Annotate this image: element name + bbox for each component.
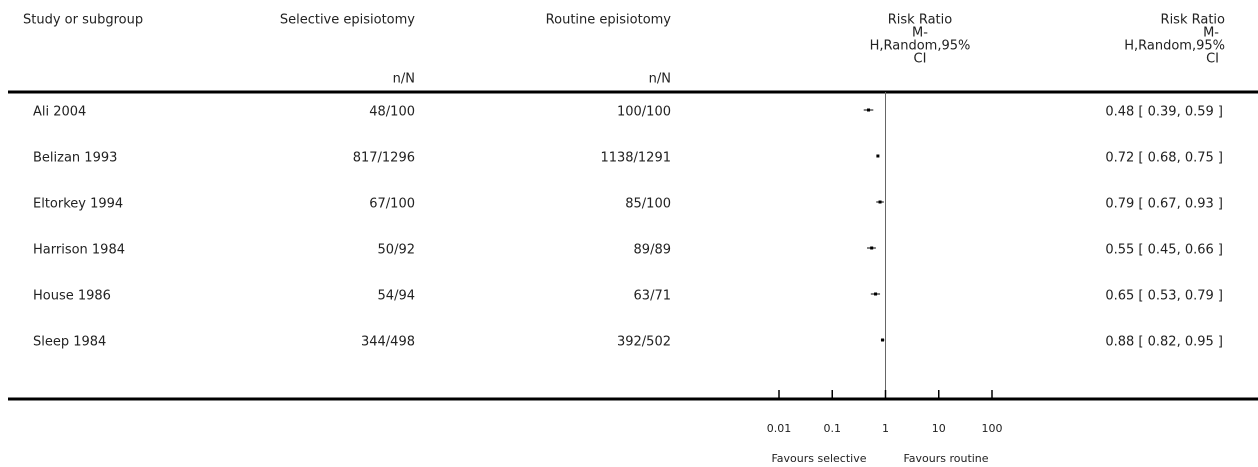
- routine-count: 63/71: [634, 289, 671, 304]
- header: CI: [914, 52, 927, 67]
- header: Study or subgroup: [23, 13, 143, 28]
- header: Routine episiotomy: [546, 13, 672, 28]
- header: M-: [1203, 26, 1219, 41]
- tick-label: 0.01: [767, 422, 792, 435]
- study-name: House 1986: [33, 289, 111, 304]
- point-estimate: [876, 154, 880, 158]
- selective-count: 54/94: [378, 289, 415, 304]
- routine-count: 85/100: [625, 197, 671, 212]
- header: CI: [1206, 52, 1219, 67]
- header: n/N: [393, 72, 415, 87]
- study-name: Harrison 1984: [33, 243, 125, 258]
- favours-right: Favours routine: [903, 452, 988, 465]
- header: Selective episiotomy: [280, 13, 415, 28]
- point-estimate: [867, 108, 871, 112]
- rr-label: 0.72 [ 0.68, 0.75 ]: [1105, 151, 1223, 166]
- point-estimate: [874, 292, 878, 296]
- selective-count: 817/1296: [353, 151, 415, 166]
- header: Risk Ratio: [888, 13, 953, 28]
- rr-label: 0.48 [ 0.39, 0.59 ]: [1105, 105, 1223, 120]
- routine-count: 89/89: [634, 243, 671, 258]
- header: Risk Ratio: [1161, 13, 1226, 28]
- favours-left: Favours selective: [771, 452, 866, 465]
- point-estimate: [870, 246, 874, 250]
- selective-count: 67/100: [369, 197, 415, 212]
- routine-count: 1138/1291: [600, 151, 671, 166]
- point-estimate: [878, 200, 882, 204]
- tick-label: 1: [882, 422, 889, 435]
- routine-count: 100/100: [617, 105, 671, 120]
- rr-label: 0.88 [ 0.82, 0.95 ]: [1105, 335, 1223, 350]
- rr-label: 0.79 [ 0.67, 0.93 ]: [1105, 197, 1223, 212]
- selective-count: 344/498: [361, 335, 415, 350]
- study-name: Ali 2004: [33, 105, 86, 120]
- study-name: Sleep 1984: [33, 335, 106, 350]
- selective-count: 48/100: [369, 105, 415, 120]
- header: n/N: [649, 72, 671, 87]
- tick-label: 10: [932, 422, 946, 435]
- point-estimate: [881, 338, 885, 342]
- tick-label: 0.1: [824, 422, 842, 435]
- header: M-: [912, 26, 928, 41]
- routine-count: 392/502: [617, 335, 671, 350]
- tick-label: 100: [982, 422, 1003, 435]
- header: H,Random,95%: [1124, 39, 1225, 54]
- rr-label: 0.65 [ 0.53, 0.79 ]: [1105, 289, 1223, 304]
- study-name: Eltorkey 1994: [33, 197, 123, 212]
- header: H,Random,95%: [870, 39, 971, 54]
- rr-label: 0.55 [ 0.45, 0.66 ]: [1105, 243, 1223, 258]
- study-name: Belizan 1993: [33, 151, 117, 166]
- selective-count: 50/92: [378, 243, 415, 258]
